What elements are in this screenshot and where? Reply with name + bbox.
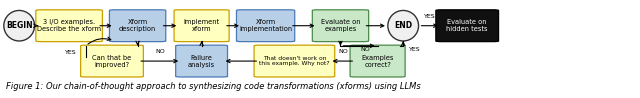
Text: Figure 1: Our chain-of-thought approach to synthesizing code transformations (xf: Figure 1: Our chain-of-thought approach … bbox=[6, 82, 421, 91]
FancyBboxPatch shape bbox=[254, 45, 335, 77]
FancyBboxPatch shape bbox=[81, 45, 143, 77]
Text: Xform
description: Xform description bbox=[119, 19, 156, 32]
Text: BEGIN: BEGIN bbox=[6, 21, 33, 30]
Text: Implement
xform: Implement xform bbox=[184, 19, 220, 32]
Text: Xform
implementation: Xform implementation bbox=[239, 19, 292, 32]
FancyBboxPatch shape bbox=[237, 10, 295, 42]
FancyBboxPatch shape bbox=[175, 45, 228, 77]
Text: Can that be
improved?: Can that be improved? bbox=[92, 55, 132, 68]
Text: That doesn't work on
this example. Why not?: That doesn't work on this example. Why n… bbox=[259, 56, 330, 66]
Ellipse shape bbox=[388, 10, 419, 41]
Text: END: END bbox=[394, 21, 412, 30]
Text: NO: NO bbox=[339, 49, 349, 54]
Text: Failure
analysis: Failure analysis bbox=[188, 55, 215, 68]
Text: 3 I/O examples.
Describe the xform: 3 I/O examples. Describe the xform bbox=[37, 19, 101, 32]
FancyBboxPatch shape bbox=[109, 10, 166, 42]
Text: YES: YES bbox=[409, 47, 420, 52]
Text: YES: YES bbox=[65, 50, 76, 55]
FancyBboxPatch shape bbox=[350, 45, 405, 77]
FancyBboxPatch shape bbox=[436, 10, 499, 42]
Ellipse shape bbox=[4, 10, 35, 41]
FancyBboxPatch shape bbox=[312, 10, 369, 42]
Text: Examples
correct?: Examples correct? bbox=[362, 55, 394, 68]
FancyBboxPatch shape bbox=[36, 10, 102, 42]
Text: Evaluate on
hidden tests: Evaluate on hidden tests bbox=[447, 19, 488, 32]
Text: Evaluate on
examples: Evaluate on examples bbox=[321, 19, 360, 32]
FancyBboxPatch shape bbox=[174, 10, 229, 42]
Text: NO: NO bbox=[155, 49, 165, 54]
Text: YES: YES bbox=[424, 14, 435, 19]
Text: NO: NO bbox=[360, 47, 370, 52]
